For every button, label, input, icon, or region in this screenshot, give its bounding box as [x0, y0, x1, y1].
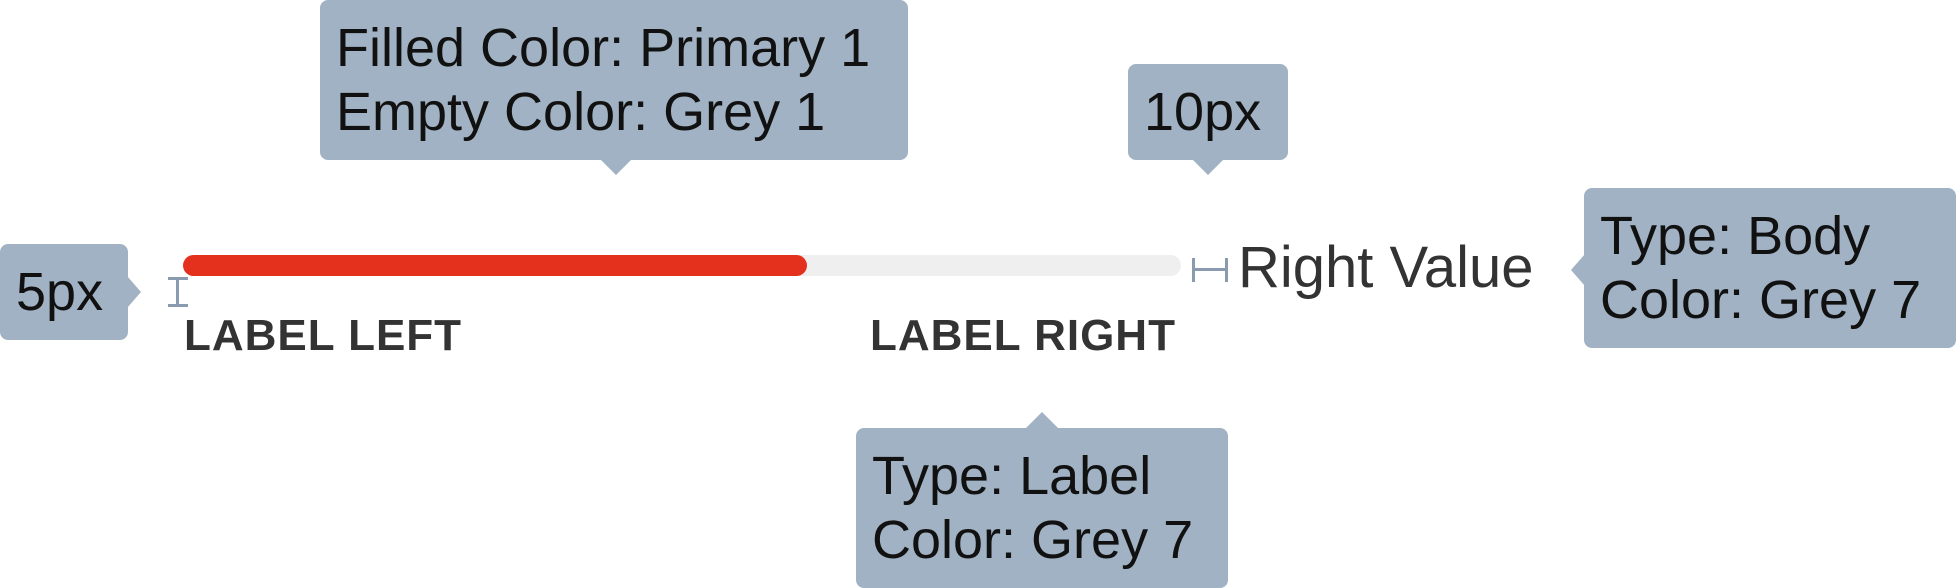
label-left: LABEL LEFT: [184, 311, 463, 360]
value-type-pointer: [1571, 254, 1585, 286]
gap-bottom-marker-line: [176, 277, 179, 307]
gap-right-callout: 10px: [1128, 64, 1288, 160]
filled-color-text: Filled Color: Primary 1: [336, 18, 871, 78]
gap-right-text: 10px: [1144, 82, 1262, 142]
right-value: Right Value: [1238, 235, 1534, 300]
value-type-text: Type: Body: [1600, 206, 1871, 266]
value-type-callout: Type: Body Color: Grey 7: [1584, 188, 1956, 348]
gap-right-pointer: [1192, 159, 1224, 175]
color-spec-callout: Filled Color: Primary 1 Empty Color: Gre…: [320, 0, 908, 160]
color-spec-pointer: [600, 159, 632, 175]
progress-track: [183, 255, 1181, 276]
gap-bottom-text: 5px: [16, 262, 104, 322]
label-type-callout: Type: Label Color: Grey 7: [856, 428, 1228, 588]
progress-fill: [183, 255, 807, 276]
label-type-text: Type: Label: [872, 446, 1152, 506]
label-color-text: Color: Grey 7: [872, 510, 1194, 570]
gap-bottom-marker-bottom: [168, 304, 188, 307]
gap-bottom-callout: 5px: [0, 244, 128, 340]
gap-bottom-pointer: [127, 276, 141, 308]
gap-right-marker-right: [1225, 258, 1228, 282]
gap-right-marker-line: [1192, 268, 1228, 271]
value-color-text: Color: Grey 7: [1600, 270, 1922, 330]
label-type-pointer: [1026, 412, 1058, 428]
label-right: LABEL RIGHT: [870, 311, 1176, 360]
empty-color-text: Empty Color: Grey 1: [336, 82, 826, 142]
